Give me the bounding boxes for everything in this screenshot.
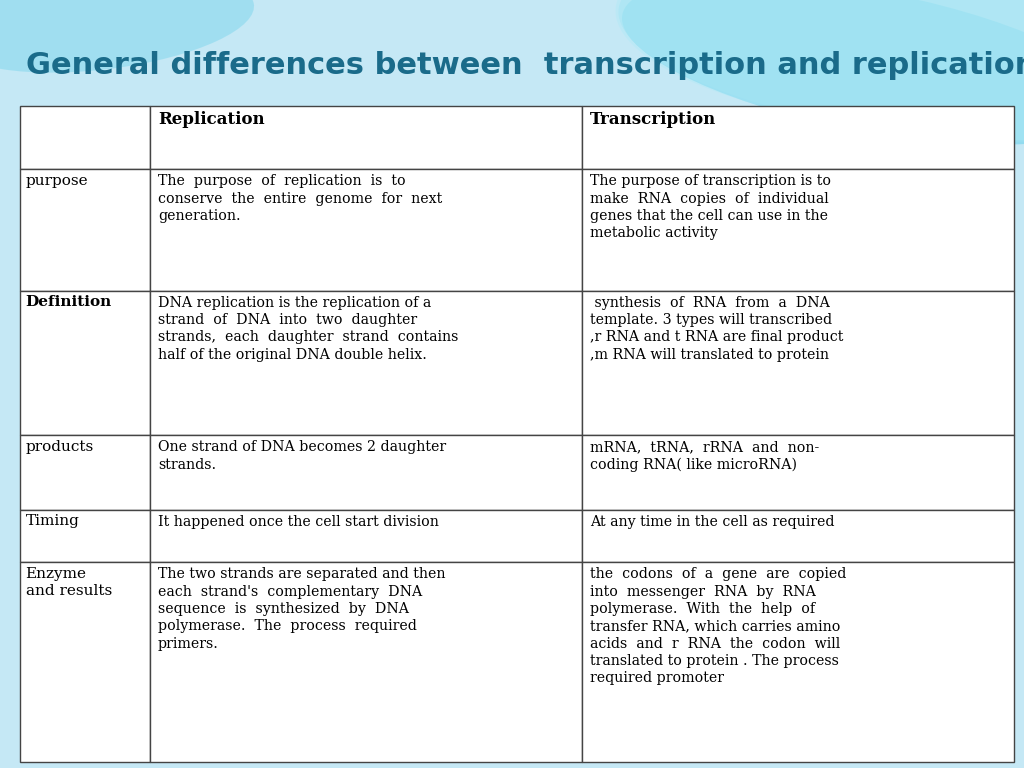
- Text: Definition: Definition: [26, 295, 112, 310]
- Text: products: products: [26, 440, 94, 454]
- Bar: [582, 290, 1014, 435]
- Bar: [150, 169, 582, 290]
- Bar: [150, 510, 582, 562]
- Bar: [582, 435, 1014, 510]
- Text: DNA replication is the replication of a
strand  of  DNA  into  two  daughter
str: DNA replication is the replication of a …: [158, 296, 458, 362]
- Bar: [150, 562, 582, 762]
- Text: synthesis  of  RNA  from  a  DNA
template. 3 types will transcribed
,r RNA and t: synthesis of RNA from a DNA template. 3 …: [590, 296, 843, 362]
- Text: At any time in the cell as required: At any time in the cell as required: [590, 515, 835, 529]
- Text: The purpose of transcription is to
make  RNA  copies  of  individual
genes that : The purpose of transcription is to make …: [590, 174, 830, 240]
- Text: the  codons  of  a  gene  are  copied
into  messenger  RNA  by  RNA
polymerase. : the codons of a gene are copied into mes…: [590, 568, 846, 685]
- Bar: [582, 169, 1014, 290]
- Text: Transcription: Transcription: [590, 111, 716, 128]
- Ellipse shape: [618, 0, 1024, 142]
- Text: The two strands are separated and then
each  strand's  complementary  DNA
sequen: The two strands are separated and then e…: [158, 568, 445, 650]
- Bar: [20, 106, 150, 169]
- Bar: [582, 106, 1014, 169]
- Text: purpose: purpose: [26, 174, 88, 187]
- Text: The  purpose  of  replication  is  to
conserve  the  entire  genome  for  next
g: The purpose of replication is to conserv…: [158, 174, 442, 223]
- Bar: [20, 169, 150, 290]
- Bar: [20, 290, 150, 435]
- Bar: [150, 290, 582, 435]
- Bar: [20, 435, 150, 510]
- Ellipse shape: [615, 0, 1024, 141]
- Bar: [150, 435, 582, 510]
- Ellipse shape: [622, 0, 1024, 144]
- Text: Replication: Replication: [158, 111, 264, 128]
- Text: mRNA,  tRNA,  rRNA  and  non-
coding RNA( like microRNA): mRNA, tRNA, rRNA and non- coding RNA( li…: [590, 441, 819, 472]
- Bar: [150, 106, 582, 169]
- Bar: [582, 562, 1014, 762]
- Text: General differences between  transcription and replication:: General differences between transcriptio…: [26, 51, 1024, 80]
- Text: Timing: Timing: [26, 515, 80, 528]
- Text: One strand of DNA becomes 2 daughter
strands.: One strand of DNA becomes 2 daughter str…: [158, 441, 445, 472]
- Bar: [20, 562, 150, 762]
- Ellipse shape: [0, 0, 254, 73]
- Text: Enzyme
and results: Enzyme and results: [26, 567, 112, 598]
- Bar: [582, 510, 1014, 562]
- Bar: [20, 510, 150, 562]
- Text: It happened once the cell start division: It happened once the cell start division: [158, 515, 438, 529]
